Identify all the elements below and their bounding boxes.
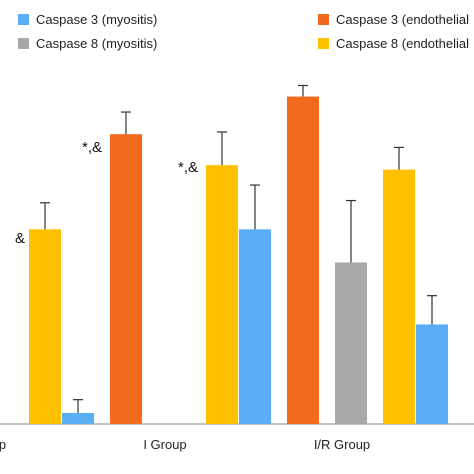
legend-swatch [18,14,29,25]
legend-label: Caspase 3 (myositis) [36,12,158,27]
significance-annotation: *,& [178,159,198,176]
legend-item-caspase3-endothelial: Caspase 3 (endothelial [318,12,469,27]
legend-swatch [318,38,329,49]
legend-item-caspase3-myositis: Caspase 3 (myositis) [18,12,157,27]
bar [416,324,448,424]
bar [206,165,238,424]
legend-label: Caspase 8 (endothelial [336,36,469,51]
x-tick-label: I/R Group [314,437,370,452]
bar [335,262,367,424]
legend-swatch [318,14,329,25]
bar [62,412,94,424]
legend-item-caspase8-myositis: Caspase 8 (myositis) [18,36,157,51]
x-tick-label: Group [0,437,6,452]
bar [29,229,61,424]
legend-label: Caspase 8 (myositis) [36,36,158,51]
significance-annotation: *,& [82,139,102,156]
legend: Caspase 3 (myositis) Caspase 3 (endothel… [0,12,474,62]
significance-annotation: & [15,230,25,247]
bar [110,134,142,424]
legend-label: Caspase 3 (endothelial [336,12,469,27]
bar [287,96,319,425]
legend-item-caspase8-endothelial: Caspase 8 (endothelial [318,36,469,51]
bars-layer [29,84,448,425]
x-tick-label: I Group [143,437,186,452]
bar [239,229,271,424]
legend-swatch [18,38,29,49]
bar [383,169,415,424]
